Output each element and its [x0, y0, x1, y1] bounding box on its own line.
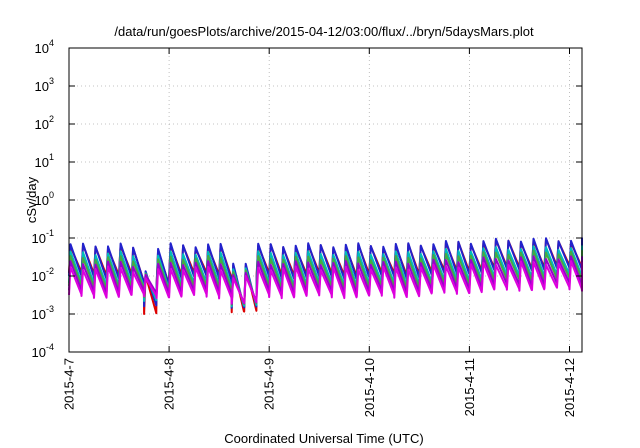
x-tick-label: 2015-4-10: [362, 358, 377, 417]
x-axis: 2015-4-7 2015-4-8 2015-4-9 2015-4-10 2015-4-…: [62, 48, 577, 417]
x-axis-label: Coordinated Universal Time (UTC): [224, 431, 423, 446]
y-tick-label: 10-3: [32, 304, 54, 322]
grid: [69, 48, 582, 352]
chart-title: /data/run/goesPlots/archive/2015-04-12/0…: [114, 24, 534, 39]
y-tick-label: 101: [35, 152, 54, 170]
y-tick-label: 10-4: [32, 342, 54, 360]
x-tick-label: 2015-4-8: [162, 358, 177, 410]
y-tick-label: 10-2: [32, 266, 54, 284]
x-tick-label: 2015-4-7: [62, 358, 77, 410]
y-axis-label: cSv/day: [24, 176, 39, 223]
y-tick-label: 103: [35, 76, 54, 94]
y-tick-label: 102: [35, 114, 54, 132]
series-line: [68, 260, 583, 305]
series-layer: [68, 237, 583, 315]
x-tick-label: 2015-4-12: [562, 358, 577, 417]
x-tick-label: 2015-4-11: [462, 358, 477, 416]
y-tick-label: 10-1: [32, 228, 54, 246]
y-tick-label: 104: [35, 38, 54, 56]
x-tick-label: 2015-4-9: [262, 358, 277, 410]
